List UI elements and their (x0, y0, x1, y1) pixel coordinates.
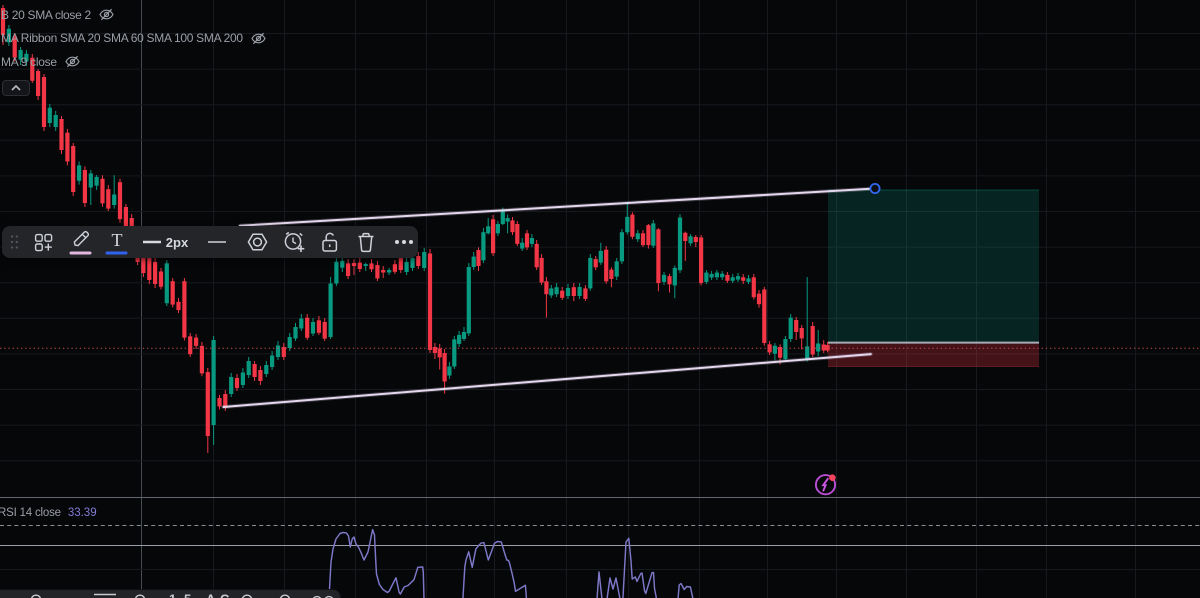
channel-lower (222, 353, 872, 408)
profit-zone (828, 190, 1039, 343)
rsi-line (596, 571, 603, 598)
eye-hidden-icon[interactable] (64, 53, 81, 70)
rsi-legend: RSI 14 close 33.39 (0, 507, 97, 519)
templates-button[interactable] (32, 226, 54, 258)
more-button[interactable] (392, 226, 416, 258)
lightning-icon (821, 477, 829, 492)
delete-button[interactable] (354, 226, 378, 258)
line-color-button[interactable] (68, 226, 94, 258)
chevron-up-icon (11, 85, 21, 91)
line-style-icon (208, 241, 226, 243)
text-icon: T (105, 230, 128, 255)
rsi-title: RSI 14 close (0, 507, 61, 519)
rsi-line (462, 540, 528, 598)
line-color-swatch (69, 251, 92, 255)
flash-badge[interactable] (813, 472, 839, 503)
indicator-label: MA Ribbon SMA 20 SMA 60 SMA 100 SMA 200 (1, 31, 243, 46)
digit-icon: 1 (169, 592, 176, 598)
pencil-icon (69, 230, 92, 255)
svg-text:T: T (112, 230, 123, 250)
rsi-value: 33.39 (67, 507, 97, 519)
clock-add-button[interactable] (281, 226, 307, 258)
text-color-swatch (105, 251, 128, 255)
line-style-button[interactable] (205, 226, 229, 258)
trendline-handle[interactable] (869, 182, 881, 194)
eye-hidden-icon[interactable] (98, 6, 115, 23)
lines-icon (94, 593, 116, 596)
indicator-label: MA 9 close (1, 54, 57, 69)
flash-ring-icon (814, 474, 837, 496)
clock-add-icon (284, 231, 304, 252)
text-color-button[interactable]: T (104, 226, 130, 258)
legend-collapse-button[interactable] (2, 80, 30, 96)
lock-button[interactable] (318, 226, 342, 258)
indicator-row-sma: MA 9 close (1, 50, 267, 74)
eye-hidden-icon[interactable] (250, 30, 267, 47)
drag-handle-icon[interactable] (6, 226, 22, 258)
indicator-row-ma-ribbon: MA Ribbon SMA 20 SMA 60 SMA 100 SMA 200 (1, 27, 267, 51)
bottom-toolbar[interactable]: 1 5 A C (0, 589, 341, 598)
templates-icon (34, 233, 52, 251)
line-width-icon (143, 240, 161, 244)
settings-icon (247, 233, 267, 251)
rsi-line (328, 528, 425, 598)
circle-icon (241, 594, 253, 598)
candles (0, 5, 830, 453)
alert-dot (829, 474, 836, 481)
indicator-row-bb: B 20 SMA close 2 (1, 3, 267, 27)
channel-upper (239, 187, 876, 227)
indicator-label: B 20 SMA close 2 (1, 7, 91, 22)
trash-icon (358, 232, 374, 252)
rsi-line (677, 582, 694, 598)
glasses-icon (312, 595, 334, 598)
line-width-button[interactable] (140, 226, 164, 258)
rsi-line (606, 537, 658, 598)
rsi-plot (0, 525, 1200, 598)
channel-trendlines[interactable] (221, 186, 877, 409)
digit-icon: 5 (184, 592, 191, 598)
circle-icon (30, 594, 42, 598)
letter-icon: A (206, 592, 216, 598)
line-width-value[interactable]: 2px (165, 234, 189, 250)
more-icon (395, 240, 413, 244)
lock-icon (322, 232, 338, 252)
settings-button[interactable] (245, 226, 269, 258)
drawing-toolbar: T 2px (2, 226, 418, 258)
stop-zone (828, 342, 1039, 367)
letter-icon: C (220, 592, 230, 598)
circle-icon (134, 594, 146, 598)
long-position-tool[interactable] (828, 189, 1039, 367)
circle-icon (279, 594, 291, 598)
indicator-legend: B 20 SMA close 2 MA Ribbon SMA 20 SMA 60… (1, 3, 267, 74)
